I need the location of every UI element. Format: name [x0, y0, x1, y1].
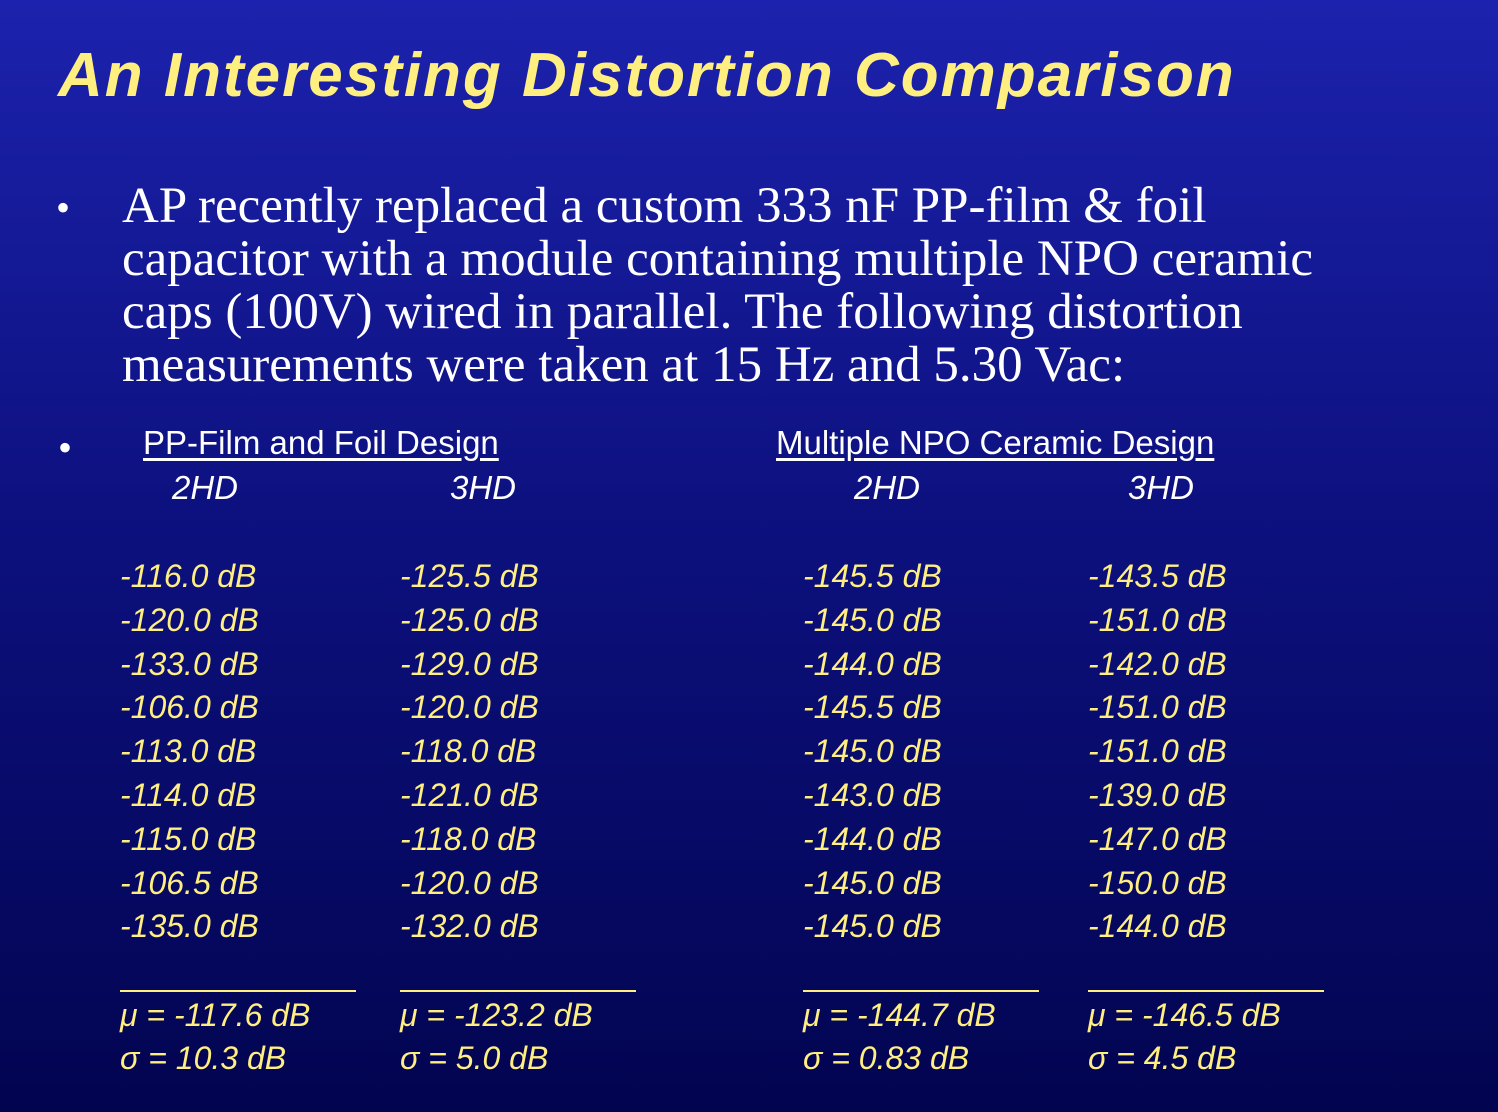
intro-line: measurements were taken at 15 Hz and 5.3…	[122, 337, 1126, 393]
intro-line: AP recently replaced a custom 333 nF PP-…	[122, 178, 1207, 234]
measurement: -145.0 dB	[803, 908, 942, 945]
measurement: -143.0 dB	[803, 777, 942, 813]
bullet: •	[58, 425, 73, 470]
measurement: -114.0 dB	[120, 777, 257, 813]
measurement: -118.0 dB	[400, 733, 537, 770]
mean: μ = -117.6 dB	[120, 997, 311, 1033]
measurement: -132.0 dB	[400, 908, 539, 945]
measurement: -125.5 dB	[400, 558, 539, 594]
measurement: -115.0 dB	[120, 820, 257, 857]
measurement: -151.0 dB	[1088, 689, 1227, 726]
intro-line: caps (100V) wired in parallel. The follo…	[122, 284, 1243, 340]
measurement: -144.0 dB	[1088, 908, 1227, 945]
measurement: -129.0 dB	[400, 645, 539, 682]
separator	[120, 990, 356, 992]
bullet: •	[56, 185, 71, 230]
measurement: -145.5 dB	[803, 689, 942, 726]
measurement: -139.0 dB	[1088, 777, 1227, 813]
column-header: 2HD	[854, 469, 921, 506]
measurement: -142.0 dB	[1088, 645, 1227, 682]
design-heading: PP-Film and Foil Design	[143, 424, 499, 461]
design-heading: Multiple NPO Ceramic Design	[776, 424, 1215, 461]
slide-title: An Interesting Distortion Comparison	[58, 41, 1236, 110]
measurement: -106.0 dB	[120, 689, 259, 726]
sigma: σ = 4.5 dB	[1088, 1040, 1237, 1076]
intro-line: capacitor with a module containing multi…	[122, 231, 1314, 287]
mean: μ = -146.5 dB	[1088, 997, 1281, 1033]
column-header: 3HD	[1128, 469, 1195, 506]
measurement: -144.0 dB	[803, 645, 942, 682]
mean: μ = -123.2 dB	[400, 997, 593, 1033]
column-header: 3HD	[450, 469, 517, 506]
measurement: -145.0 dB	[803, 601, 942, 638]
measurement: -121.0 dB	[400, 777, 539, 813]
measurement: -147.0 dB	[1088, 820, 1227, 857]
measurement: -116.0 dB	[120, 558, 257, 594]
separator	[400, 990, 636, 992]
measurement: -151.0 dB	[1088, 733, 1227, 770]
measurement: -143.5 dB	[1088, 558, 1227, 594]
measurement: -145.0 dB	[803, 733, 942, 770]
measurement: -125.0 dB	[400, 601, 539, 638]
measurement: -120.0 dB	[400, 689, 539, 726]
measurement: -151.0 dB	[1088, 601, 1227, 638]
measurement: -145.5 dB	[803, 558, 942, 594]
measurement: -113.0 dB	[120, 733, 257, 770]
measurement: -120.0 dB	[120, 601, 259, 638]
measurement: -120.0 dB	[400, 864, 539, 901]
measurement: -133.0 dB	[120, 645, 259, 682]
separator	[803, 990, 1039, 992]
measurement: -145.0 dB	[803, 864, 942, 901]
mean: μ = -144.7 dB	[803, 997, 996, 1033]
sigma: σ = 0.83 dB	[803, 1040, 970, 1076]
measurement: -144.0 dB	[803, 820, 942, 857]
measurement: -106.5 dB	[120, 864, 259, 901]
measurement: -135.0 dB	[120, 908, 259, 945]
measurement: -118.0 dB	[400, 820, 537, 857]
sigma: σ = 10.3 dB	[120, 1040, 287, 1076]
column-header: 2HD	[172, 469, 239, 506]
sigma: σ = 5.0 dB	[400, 1040, 549, 1076]
measurement: -150.0 dB	[1088, 864, 1227, 901]
separator	[1088, 990, 1324, 992]
